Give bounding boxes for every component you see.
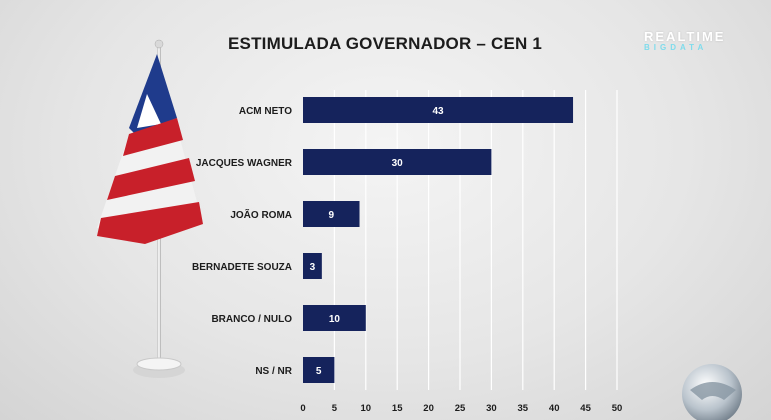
bar <box>303 305 366 331</box>
bar <box>303 149 492 175</box>
bar <box>303 357 335 383</box>
brand-name: REALTIME <box>644 29 726 44</box>
category-label: BRANCO / NULO <box>211 314 292 325</box>
category-label: JOÃO ROMA <box>230 208 292 221</box>
bar-value-label: 3 <box>310 262 316 273</box>
bar-value-label: 10 <box>329 314 341 325</box>
x-tick-label: 50 <box>612 403 623 414</box>
brand-tagline: BIGDATA <box>644 43 708 52</box>
chart-title: ESTIMULADA GOVERNADOR – CEN 1 <box>228 34 543 53</box>
brand-logo: REALTIME BIGDATA <box>644 29 725 52</box>
category-label: BERNADETE SOUZA <box>192 262 292 273</box>
category-label: ACM NETO <box>239 106 292 117</box>
x-tick-label: 30 <box>486 403 497 414</box>
bahia-flag-icon <box>97 39 203 378</box>
x-tick-label: 15 <box>392 403 403 414</box>
bar-value-label: 43 <box>432 106 444 117</box>
record-tv-logo-icon <box>682 364 742 420</box>
x-tick-label: 20 <box>423 403 434 414</box>
x-tick-label: 25 <box>455 403 466 414</box>
bar-value-label: 9 <box>328 210 334 221</box>
x-tick-label: 10 <box>361 403 372 414</box>
x-tick-label: 45 <box>580 403 591 414</box>
category-label: JACQUES WAGNER <box>196 158 293 169</box>
bar <box>303 201 360 227</box>
bar <box>303 97 574 123</box>
x-tick-label: 0 <box>300 403 305 414</box>
category-label: NS / NR <box>255 366 292 377</box>
bar-value-label: 5 <box>316 366 322 377</box>
x-tick-label: 35 <box>518 403 529 414</box>
x-tick-label: 40 <box>549 403 560 414</box>
bar-value-label: 30 <box>392 158 404 169</box>
bar <box>303 253 322 279</box>
x-tick-label: 5 <box>332 403 338 414</box>
